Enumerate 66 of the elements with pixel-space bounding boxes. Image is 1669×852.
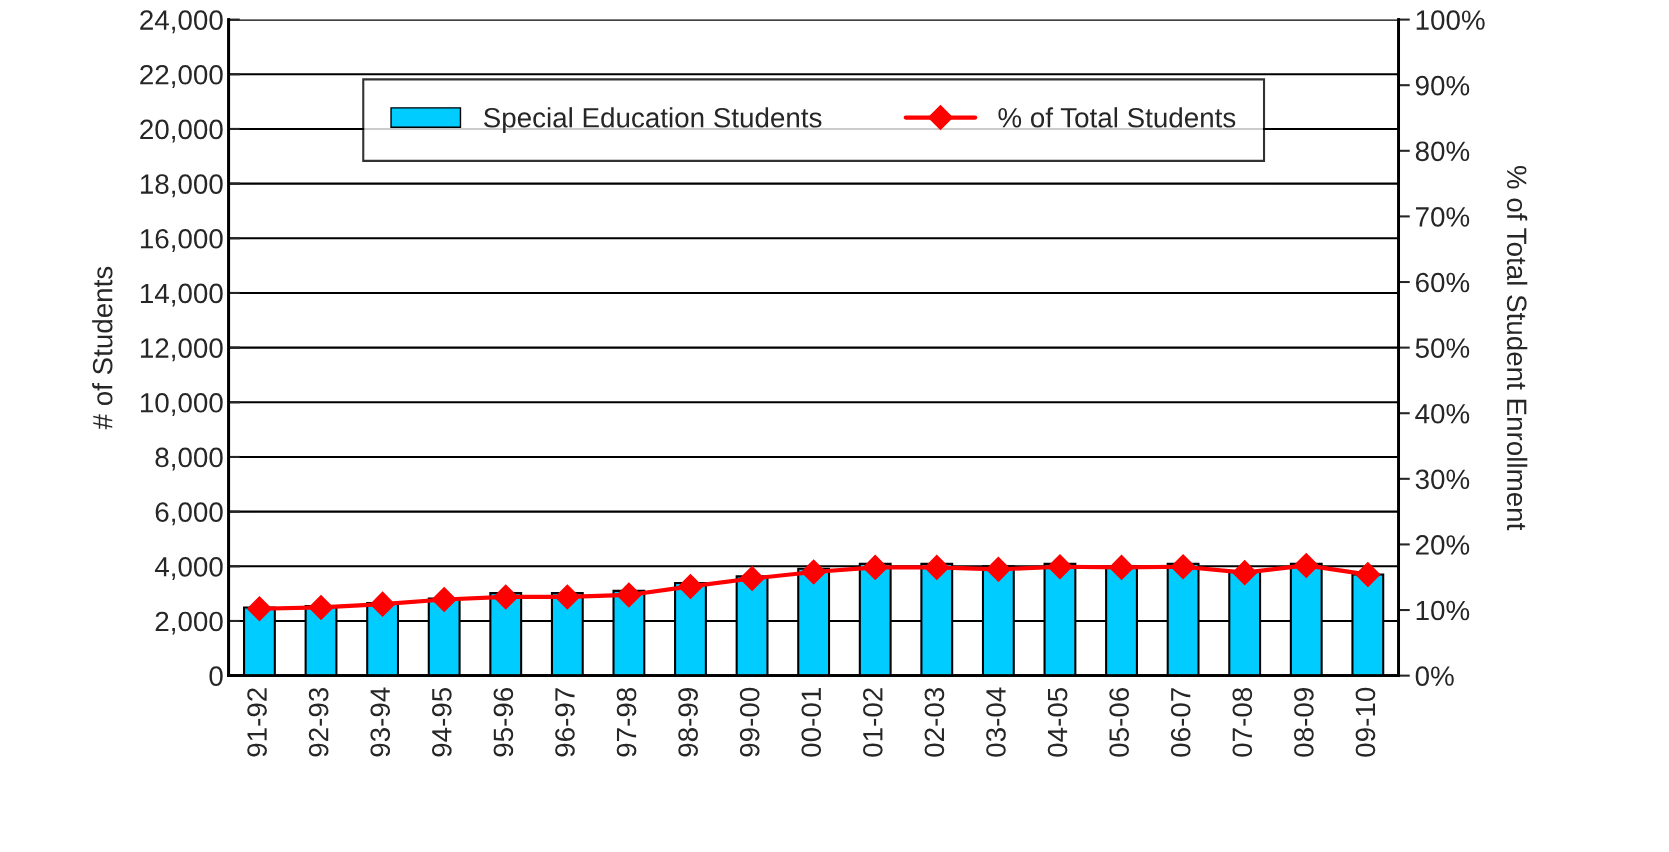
y-tick-label: 18,000 (140, 174, 223, 198)
x-tick-label: 95-96 (493, 687, 514, 757)
x-tick-label: 04-05 (1047, 687, 1068, 757)
point (985, 556, 1011, 582)
y-tick-label: 8,000 (155, 447, 223, 471)
y-tick-label: 14,000 (140, 283, 223, 307)
y2-tick-label: 60% (1416, 272, 1470, 293)
point (370, 591, 396, 617)
y-tick-label: 4,000 (154, 556, 223, 580)
y2-tick-label: 80% (1415, 141, 1470, 162)
x-tick-label: 02-03 (924, 687, 945, 757)
point (862, 554, 888, 580)
x-tick-label: 96-97 (555, 688, 575, 757)
y-tick-label: 6,000 (155, 502, 223, 526)
point (739, 566, 765, 592)
y-tick-label: 22,000 (140, 64, 223, 88)
y-tick-label: 24,000 (140, 10, 223, 34)
y2-axis-title: % of Total Student Enrollment (1506, 165, 1528, 531)
point (678, 573, 703, 599)
point (493, 584, 519, 610)
x-tick-label: 05-06 (1109, 687, 1129, 757)
x-tick-label: 99-00 (739, 687, 760, 757)
legend-label: Special Education Students (483, 107, 822, 134)
y2-tick-label: 0% (1415, 666, 1454, 686)
y2-tick-label: 70% (1416, 207, 1470, 227)
x-tick-label: 94-95 (431, 687, 452, 757)
y2-tick-label: 50% (1415, 338, 1470, 358)
y2-tick-label: 40% (1415, 403, 1470, 424)
y2-tick-label: 30% (1415, 469, 1470, 490)
y-tick-label: 2,000 (155, 611, 223, 635)
y-tick-label: 16,000 (140, 228, 223, 252)
x-tick-label: 91-92 (247, 688, 267, 757)
point (1047, 554, 1073, 580)
y2-tick-label: 10% (1416, 600, 1470, 621)
point (616, 582, 642, 608)
x-tick-label: 06-07 (1170, 688, 1191, 757)
x-tick-label: 07-08 (1232, 687, 1253, 757)
y-axis-title: # of Students (92, 266, 113, 430)
y-tick-label: 20,000 (140, 119, 223, 143)
point (246, 596, 272, 622)
legend-label: % of Total Students (998, 107, 1236, 128)
x-tick-label: 08-09 (1294, 688, 1314, 757)
point (1170, 554, 1196, 580)
y2-tick-label: 90% (1415, 75, 1470, 96)
y2-tick-label: 100% (1416, 10, 1485, 30)
point (308, 594, 334, 620)
point (431, 587, 457, 613)
y-tick-label: 0 (209, 666, 223, 686)
y2-tick-label: 20% (1415, 535, 1470, 555)
point (554, 584, 580, 610)
y-tick-label: 10,000 (140, 392, 223, 416)
x-tick-label: 01-02 (863, 688, 883, 757)
y-tick-label: 12,000 (140, 338, 223, 362)
x-tick-label: 93-94 (370, 687, 391, 757)
point (924, 554, 950, 580)
point (1293, 552, 1319, 578)
point (1355, 562, 1381, 588)
x-tick-label: 92-93 (308, 687, 329, 757)
x-tick-label: 03-04 (986, 687, 1006, 757)
x-tick-label: 00-01 (801, 688, 822, 757)
x-tick-label: 98-99 (678, 688, 698, 757)
point (801, 559, 827, 585)
x-tick-label: 09-10 (1355, 687, 1376, 757)
point (1109, 554, 1135, 580)
point (1232, 560, 1258, 586)
x-tick-label: 97-98 (616, 687, 637, 757)
